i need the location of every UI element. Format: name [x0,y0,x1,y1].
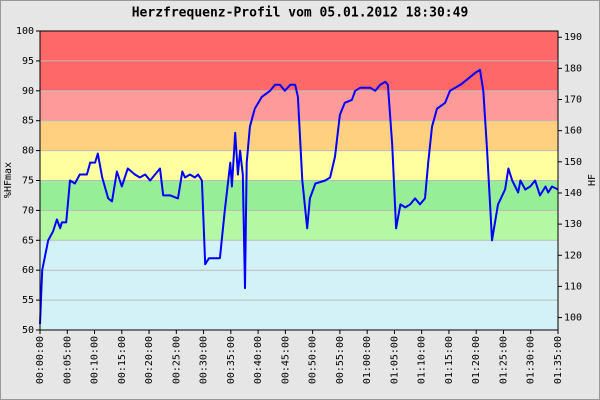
y-tick-label: 70 [22,205,34,216]
y2-tick-label: 150 [564,157,582,168]
line-series [39,68,559,325]
x-tick-label: 01:20:00 [471,336,482,384]
x-tick-label: 01:10:00 [417,336,428,384]
y-tick-label: 55 [22,295,34,306]
x-tick-label: 01:15:00 [444,336,455,384]
y2-tick-label: 180 [564,63,582,74]
x-tick-label: 00:10:00 [90,336,101,384]
y-tick-label: 60 [22,265,34,276]
x-tick-label: 00:15:00 [117,336,128,384]
x-tick-label: 00:35:00 [226,336,237,384]
x-tick-label: 00:45:00 [280,336,291,384]
y-tick-label: 100 [16,26,34,37]
y-tick-label: 65 [22,235,34,246]
x-tick-label: 01:35:00 [553,336,564,384]
x-tick-label: 00:50:00 [308,336,319,384]
y2-tick-label: 160 [564,126,582,137]
zone [40,210,558,241]
y-tick-label: 50 [22,325,34,336]
y2-tick-label: 110 [564,281,582,292]
x-tick-label: 00:30:00 [199,336,210,384]
y2-axis-label: HF [587,174,598,186]
y-axis-label: %HFmax [3,162,14,198]
y2-tick-label: 170 [564,95,582,106]
y2-tick-label: 130 [564,219,582,230]
x-tick-label: 01:30:00 [526,336,537,384]
x-tick-label: 00:00:00 [35,336,46,384]
y-tick-label: 95 [22,56,34,67]
chart-title: Herzfrequenz-Profil vom 05.01.2012 18:30… [132,6,469,21]
y2-tick-label: 100 [564,313,582,324]
y-tick-label: 90 [22,86,34,97]
zone [40,240,558,330]
x-tick-label: 00:25:00 [171,336,182,384]
x-tick-label: 01:05:00 [389,336,400,384]
x-tick-label: 00:20:00 [144,336,155,384]
y-tick-label: 85 [22,116,34,127]
y2-tick-label: 120 [564,250,582,261]
y-tick-label: 80 [22,146,34,157]
y-tick-label: 75 [22,176,34,187]
x-tick-label: 00:05:00 [62,336,73,384]
x-tick-label: 00:55:00 [335,336,346,384]
y2-tick-label: 140 [564,188,582,199]
x-tick-label: 00:40:00 [253,336,264,384]
x-tick-label: 01:00:00 [362,336,373,384]
plot-border [39,30,559,331]
zone [40,180,558,211]
y2-tick-label: 190 [564,32,582,43]
x-tick-label: 01:25:00 [498,336,509,384]
